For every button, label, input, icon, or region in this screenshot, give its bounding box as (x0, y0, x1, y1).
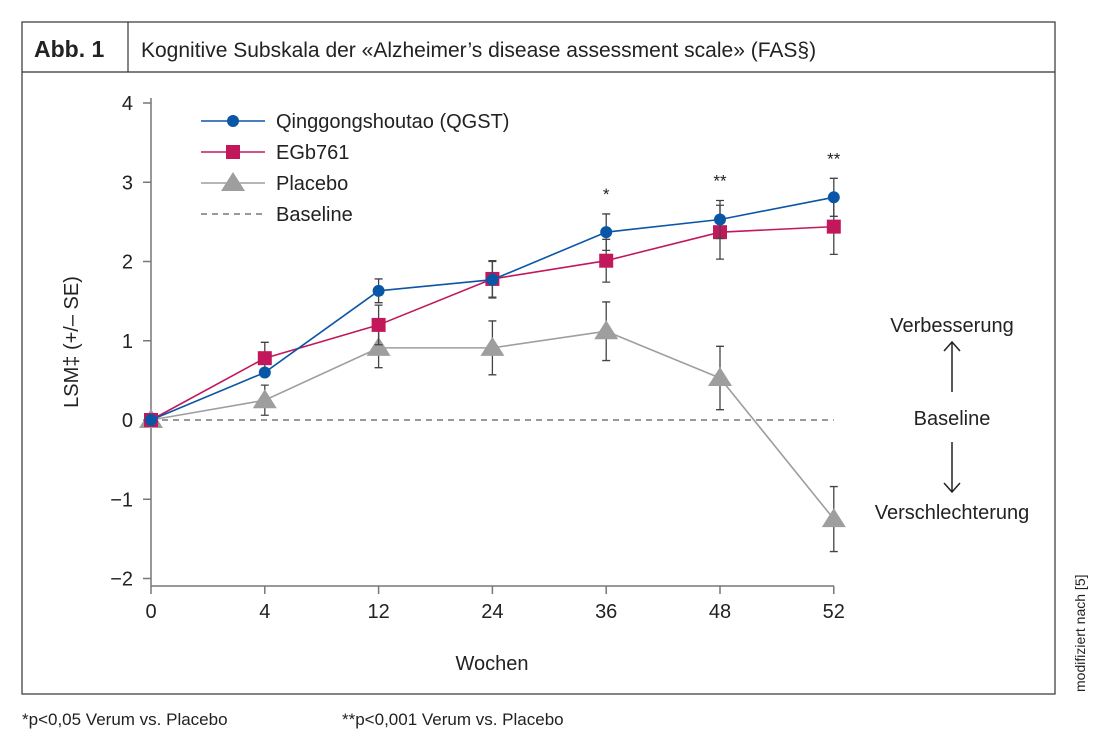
y-tick-label: −2 (110, 569, 133, 591)
footnote-2: **p<0,001 Verum vs. Placebo (342, 710, 564, 729)
y-tick-label: −1 (110, 489, 133, 511)
footnote-1: *p<0,05 Verum vs. Placebo (22, 710, 228, 729)
x-tick-label: 36 (595, 601, 617, 623)
x-tick-label: 24 (481, 601, 503, 623)
data-point (594, 320, 619, 340)
y-tick-label: 1 (122, 331, 133, 353)
data-point (826, 219, 841, 234)
legend-marker (227, 115, 239, 127)
data-point (599, 253, 614, 268)
y-tick-label: 4 (122, 93, 133, 115)
data-point (827, 191, 840, 204)
data-point (600, 226, 613, 239)
x-axis-label: Wochen (455, 653, 528, 675)
significance-marker: * (603, 185, 610, 204)
data-point (371, 317, 386, 332)
x-tick-label: 52 (823, 601, 845, 623)
x-tick-label: 48 (709, 601, 731, 623)
figure-label: Abb. 1 (34, 36, 104, 62)
data-point (258, 366, 271, 379)
y-tick-label: 3 (122, 172, 133, 194)
data-point (252, 389, 277, 409)
data-point (486, 273, 499, 286)
figure-title: Kognitive Subskala der «Alzheimer’s dise… (141, 39, 816, 62)
data-point (821, 508, 846, 528)
legend-marker (226, 145, 240, 159)
legend-label: EGb761 (276, 142, 349, 164)
x-tick-label: 12 (367, 601, 389, 623)
annotation-up: Verbesserung (890, 315, 1013, 337)
arrow-down-icon (943, 442, 961, 494)
data-point (145, 414, 157, 426)
annotation-down: Verschlechterung (875, 502, 1030, 524)
data-point (257, 351, 272, 366)
legend-label: Qinggongshoutao (QGST) (276, 111, 509, 133)
significance-marker: ** (713, 171, 727, 190)
data-point (708, 366, 732, 386)
x-tick-label: 0 (145, 601, 156, 623)
data-point (372, 284, 385, 297)
significance-marker: ** (827, 149, 841, 168)
y-tick-label: 2 (122, 252, 133, 274)
y-tick-label: 0 (122, 410, 133, 432)
data-point (480, 336, 505, 356)
y-axis-label: LSM‡ (+/– SE) (61, 276, 83, 408)
legend-label: Placebo (276, 173, 348, 195)
x-tick-label: 4 (259, 601, 270, 623)
legend-marker (221, 172, 245, 191)
series-line-0 (150, 196, 834, 421)
annotation-baseline: Baseline (914, 408, 991, 430)
figure-frame (21, 21, 1056, 695)
side-note: modifiziert nach [5] (1072, 575, 1088, 693)
arrow-up-icon (943, 340, 961, 392)
data-point (714, 213, 726, 226)
data-point (366, 336, 391, 356)
legend-label: Baseline (276, 204, 353, 226)
